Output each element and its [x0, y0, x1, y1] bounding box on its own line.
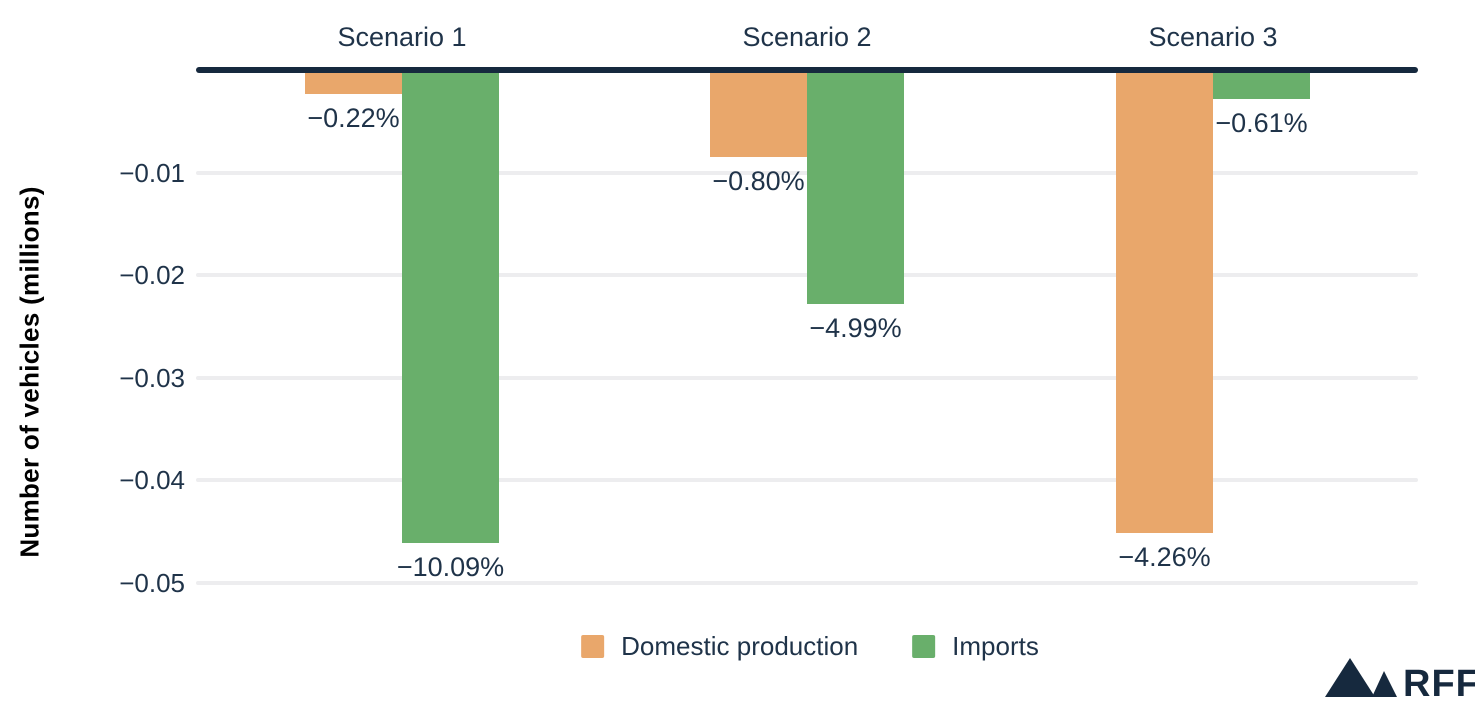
gridline: [196, 580, 1418, 585]
legend-swatch-domestic-production: [581, 635, 605, 658]
legend-item-imports: Imports: [912, 631, 1039, 662]
y-tick-label: −0.02: [119, 260, 185, 290]
scenario-label-scenario-2: Scenario 2: [742, 22, 872, 52]
y-tick-label: −0.03: [119, 362, 185, 393]
legend: Domestic production Imports: [581, 631, 1039, 662]
bar-value-label: −4.99%: [809, 312, 902, 343]
gridline: [196, 375, 1418, 380]
legend-label: Imports: [952, 631, 1039, 661]
scenario-label-scenario-1: Scenario 1: [337, 22, 467, 52]
bar-value-label: −0.80%: [712, 166, 805, 197]
gridline: [196, 478, 1418, 482]
legend-swatch-imports: [912, 635, 936, 658]
legend-item-domestic-production: Domestic production: [581, 631, 858, 662]
bar-domestic-production-scenario-2: [710, 70, 807, 158]
bar-imports-scenario-1: [402, 70, 499, 543]
zero-axis-line: [196, 67, 1418, 73]
legend-label: Domestic production: [621, 631, 859, 661]
y-tick-label: −0.01: [119, 157, 185, 188]
rff-logo: RFF: [1325, 658, 1475, 705]
y-tick-label: −0.05: [119, 567, 185, 598]
bar-value-label: −10.09%: [396, 551, 505, 582]
y-axis-title: Number of vehicles (millions): [14, 186, 45, 558]
bar-imports-scenario-3: [1213, 70, 1310, 99]
bar-imports-scenario-2: [807, 70, 904, 304]
bar-value-label: −0.61%: [1215, 107, 1308, 138]
bar-domestic-production-scenario-3: [1116, 70, 1213, 534]
y-tick-label: −0.04: [119, 465, 185, 495]
mountains-icon: [1325, 658, 1397, 697]
scenario-label-scenario-3: Scenario 3: [1148, 22, 1278, 52]
bar-value-label: −0.22%: [307, 102, 400, 133]
logo-text: RFF: [1403, 663, 1475, 705]
bar-domestic-production-scenario-1: [305, 70, 402, 94]
bar-value-label: −4.26%: [1118, 542, 1211, 573]
